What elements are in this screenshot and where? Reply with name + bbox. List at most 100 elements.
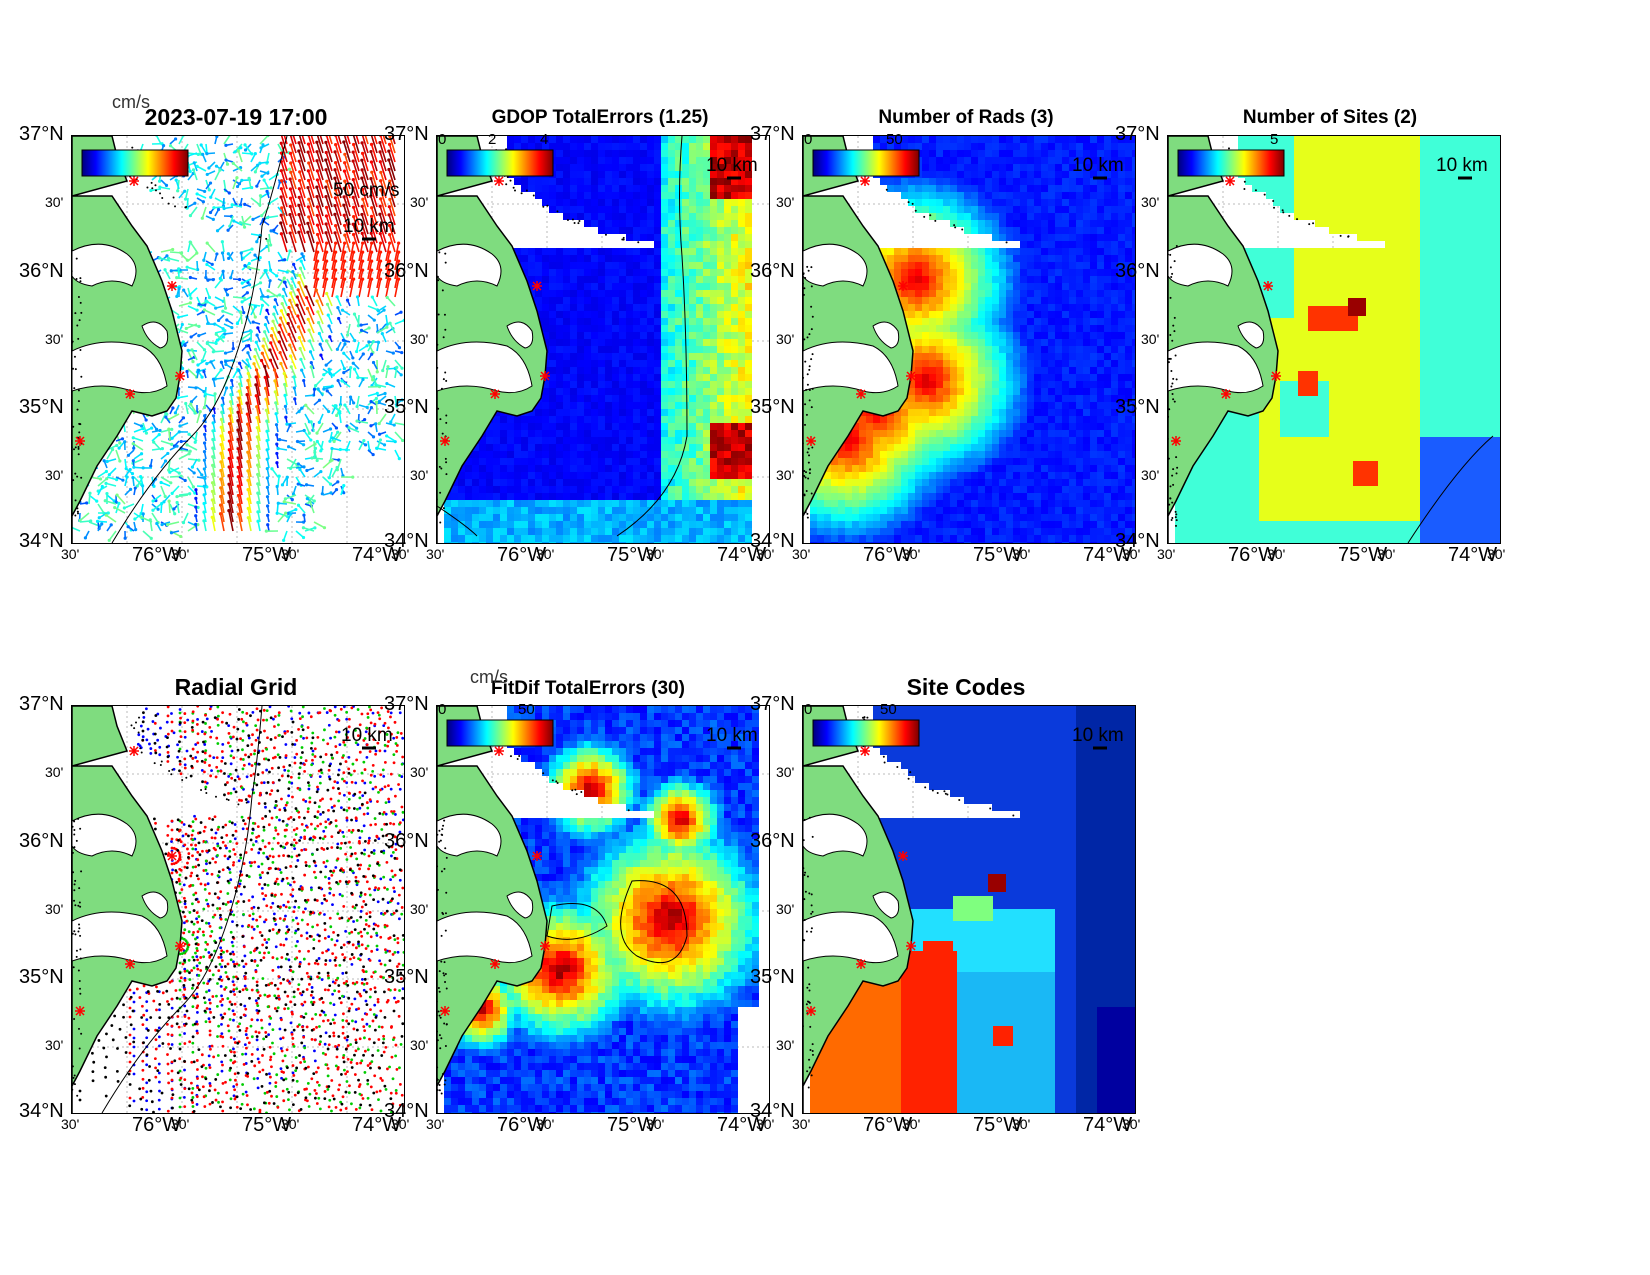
lat-minor-label: 30' xyxy=(410,764,429,780)
lat-minor-label: 30' xyxy=(776,467,795,483)
lon-label: 74°W xyxy=(352,544,402,566)
colorbar xyxy=(446,719,554,747)
colorbar-tick: 50 xyxy=(886,131,903,148)
mainland xyxy=(72,136,183,543)
colorbar-tick: 0 xyxy=(438,131,447,148)
lon-minor-label: 30' xyxy=(756,1116,775,1132)
gdop-map-svg xyxy=(437,136,769,543)
lat-label: 36°N xyxy=(750,830,795,852)
lon-label: 76°W xyxy=(863,1114,913,1136)
site-marker-icon xyxy=(167,281,177,291)
sound-south xyxy=(1168,341,1264,394)
site-marker-icon xyxy=(175,941,185,951)
lat-label: 35°N xyxy=(750,396,795,418)
site-marker-icon xyxy=(175,371,185,381)
codes-plot xyxy=(802,705,1136,1114)
radial-title: Radial Grid xyxy=(174,674,298,700)
lat-label: 34°N xyxy=(384,530,429,552)
lat-label: 36°N xyxy=(750,260,795,282)
site-marker-icon xyxy=(125,959,135,969)
lon-minor-label: 30' xyxy=(1122,1116,1141,1132)
colorbar xyxy=(812,149,920,177)
lat-minor-label: 30' xyxy=(1141,331,1160,347)
site-marker-icon xyxy=(540,941,550,951)
colorbar-tick: 50 xyxy=(880,701,897,718)
colorbar xyxy=(446,149,554,177)
lon-minor-label: 30' xyxy=(1157,546,1176,562)
currents-scale: 10 km xyxy=(343,216,395,237)
site-marker-icon xyxy=(75,436,85,446)
site-marker-icon xyxy=(860,746,870,756)
lat-label: 36°N xyxy=(19,260,64,282)
sound-north xyxy=(1168,243,1233,287)
lon-minor-label: 30' xyxy=(1267,546,1286,562)
lon-label: 75°W xyxy=(607,1114,657,1136)
site-marker-icon xyxy=(440,1006,450,1016)
lat-minor-label: 30' xyxy=(45,901,64,917)
lat-label: 36°N xyxy=(19,830,64,852)
colorbar xyxy=(812,719,920,747)
lon-minor-label: 30' xyxy=(171,1116,190,1132)
colorbar-tick: 0 xyxy=(804,131,813,148)
site-marker-icon xyxy=(440,436,450,446)
sites-title: Number of Sites (2) xyxy=(1242,107,1418,128)
lon-label: 75°W xyxy=(607,544,657,566)
contour-30 xyxy=(546,880,688,964)
lon-minor-label: 30' xyxy=(536,1116,555,1132)
lon-minor-label: 30' xyxy=(281,1116,300,1132)
sound-south xyxy=(72,341,168,394)
sound-north xyxy=(437,243,502,287)
sound-south xyxy=(437,341,533,394)
site-marker-icon xyxy=(540,371,550,381)
currents-units: cm/s xyxy=(112,92,150,112)
lon-minor-label: 30' xyxy=(902,546,921,562)
land xyxy=(437,706,630,1113)
codes-title: Site Codes xyxy=(906,674,1026,700)
lat-minor-label: 30' xyxy=(410,331,429,347)
lat-minor-label: 30' xyxy=(45,1037,64,1053)
lat-minor-label: 30' xyxy=(45,467,64,483)
lat-label: 35°N xyxy=(19,396,64,418)
currents-title: 2023-07-19 17:00 xyxy=(144,104,328,130)
lat-label: 37°N xyxy=(19,123,64,145)
lon-minor-label: 30' xyxy=(902,1116,921,1132)
lon-minor-label: 30' xyxy=(281,546,300,562)
lat-label: 34°N xyxy=(19,1100,64,1122)
site-marker-icon xyxy=(167,851,177,861)
land xyxy=(72,706,271,1113)
lat-label: 35°N xyxy=(19,966,64,988)
sound-south xyxy=(803,911,899,964)
fitdif-scale: 10 km xyxy=(706,725,758,746)
lon-minor-label: 30' xyxy=(1377,546,1396,562)
lat-label: 37°N xyxy=(1115,123,1160,145)
sound-south xyxy=(437,911,533,964)
site-marker-icon xyxy=(125,389,135,399)
lat-label: 34°N xyxy=(384,1100,429,1122)
colorbar xyxy=(1177,149,1285,177)
sound-north xyxy=(72,243,137,287)
lon-label: 76°W xyxy=(132,1114,182,1136)
rads-title: Number of Rads (3) xyxy=(878,107,1054,128)
lon-minor-label: 30' xyxy=(1487,546,1506,562)
sound-north xyxy=(803,243,868,287)
lat-label: 36°N xyxy=(1115,260,1160,282)
lat-label: 34°N xyxy=(750,1100,795,1122)
colorbar-tick: 4 xyxy=(540,131,549,148)
colorbar-tick: 0 xyxy=(804,701,813,718)
colorbar-tick: 0 xyxy=(438,701,447,718)
lat-minor-label: 30' xyxy=(776,1037,795,1053)
land xyxy=(1168,136,1350,543)
sound-south xyxy=(803,341,899,394)
site-marker-icon xyxy=(129,176,139,186)
lat-minor-label: 30' xyxy=(45,331,64,347)
gdop-scale: 10 km xyxy=(706,155,758,176)
sound-north xyxy=(437,813,502,857)
lon-minor-label: 30' xyxy=(1122,546,1141,562)
lat-label: 37°N xyxy=(750,693,795,715)
mainland xyxy=(72,706,183,1113)
lon-minor-label: 30' xyxy=(391,546,410,562)
site-marker-icon xyxy=(806,1006,816,1016)
radial-scale: 10 km xyxy=(341,725,393,746)
lat-label: 35°N xyxy=(1115,396,1160,418)
lat-minor-label: 30' xyxy=(776,331,795,347)
